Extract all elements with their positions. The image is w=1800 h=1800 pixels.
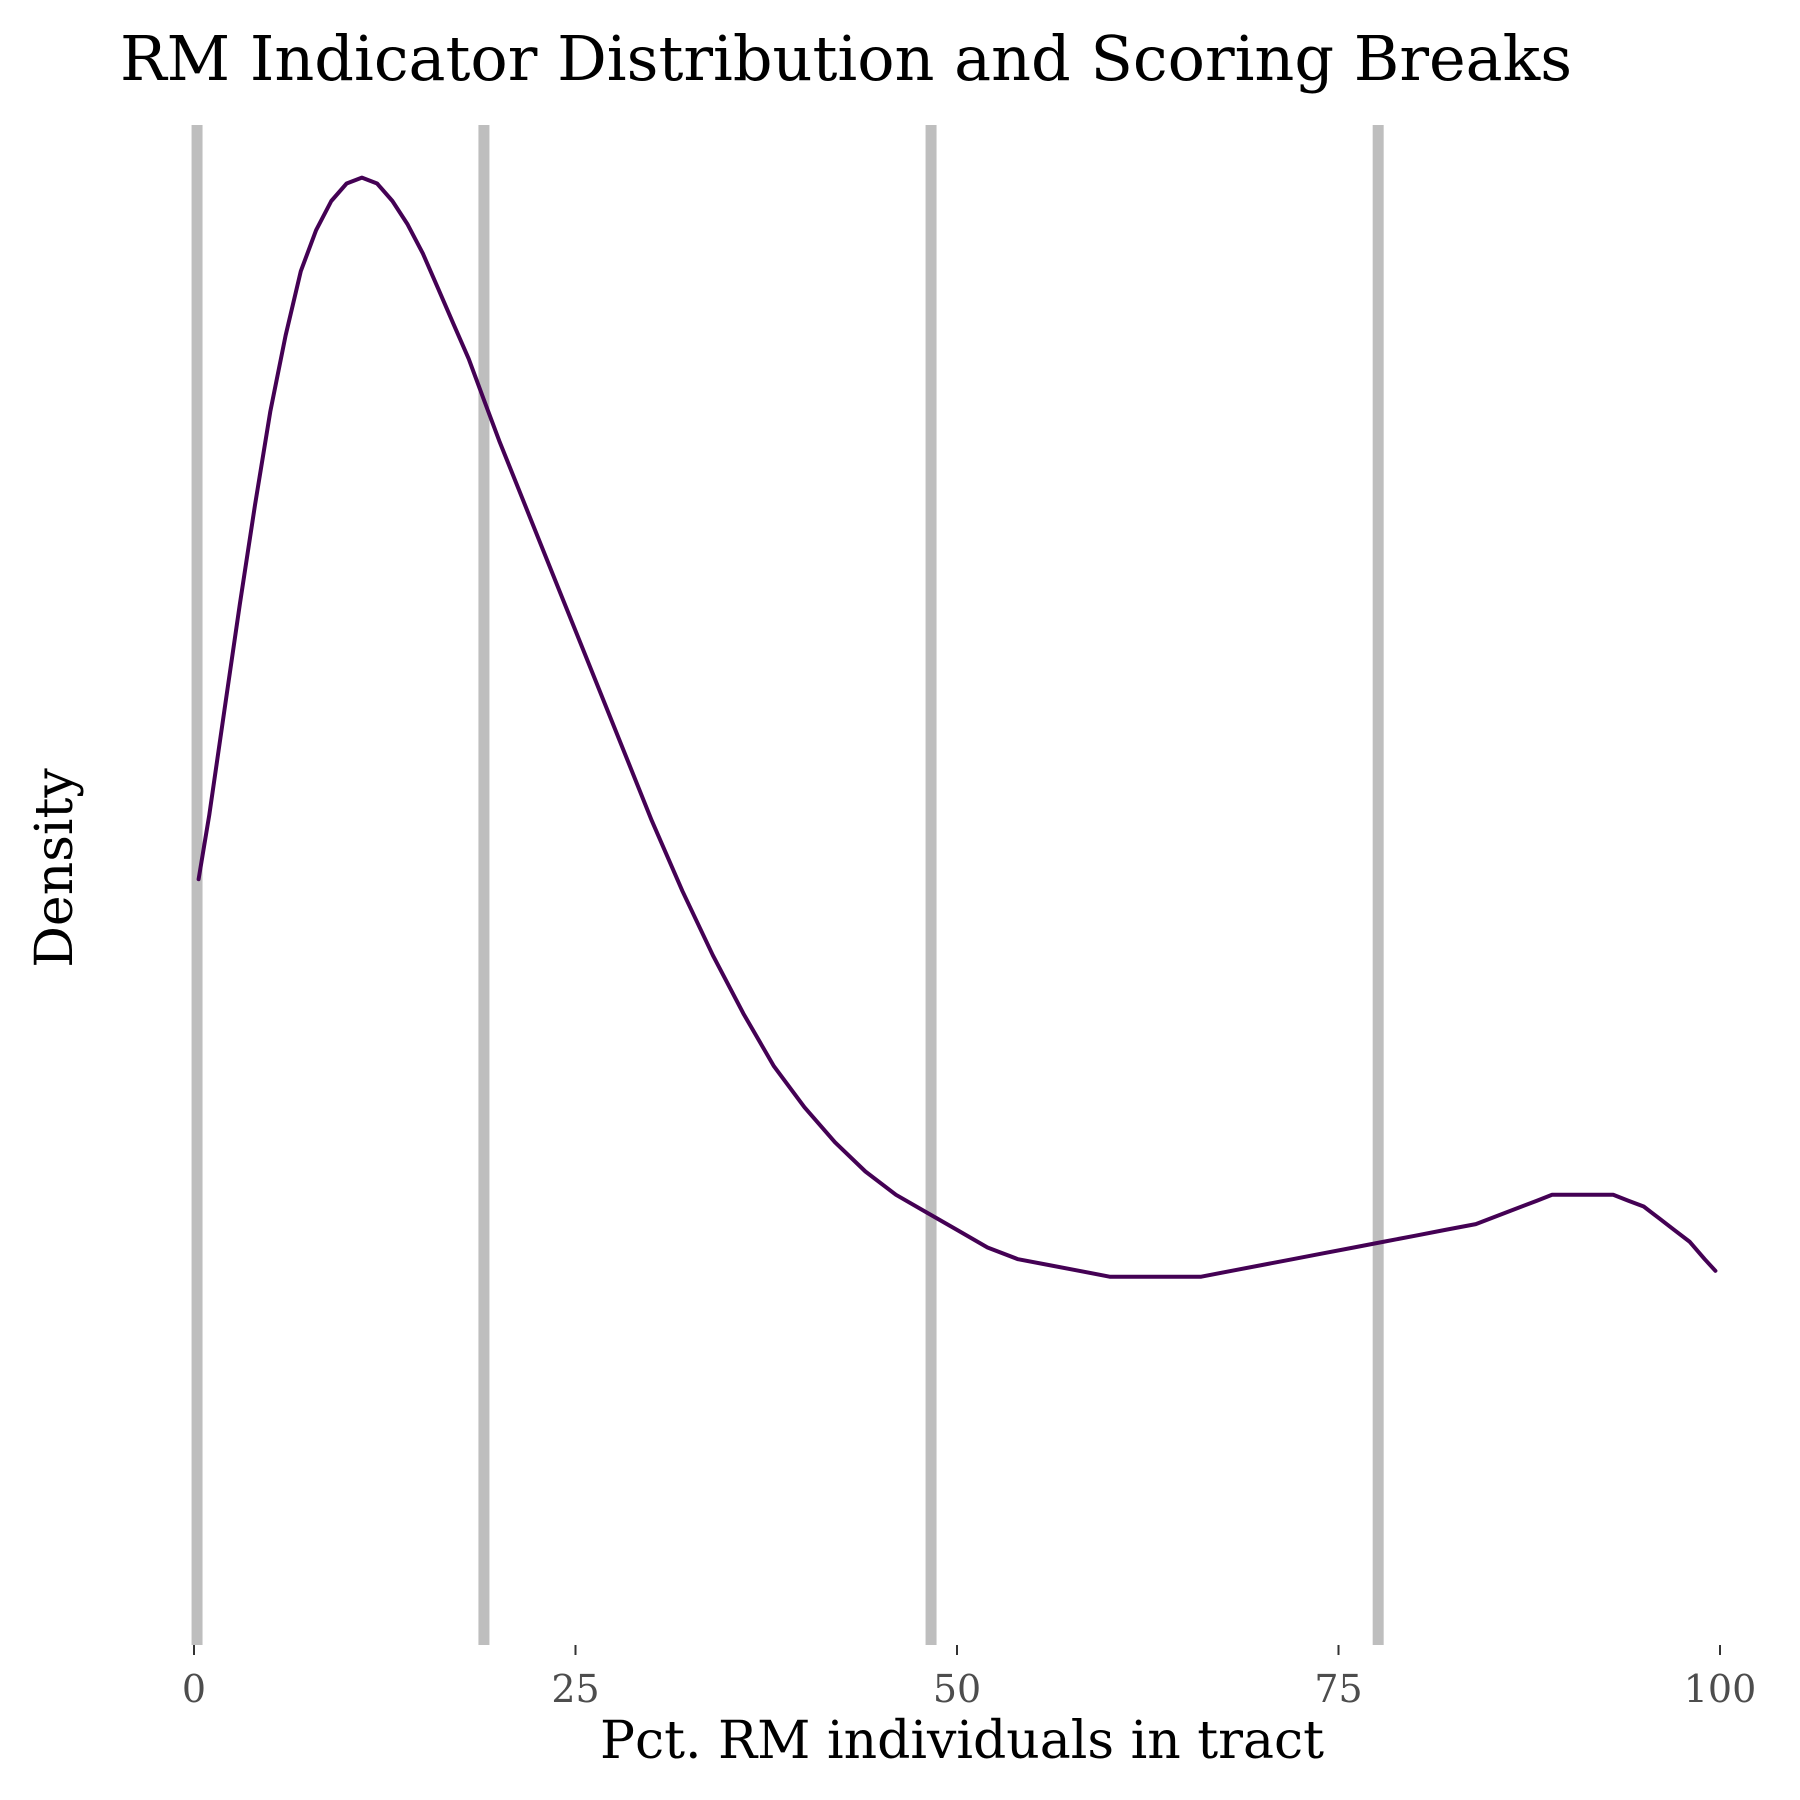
x-axis-ticks	[193, 1645, 1721, 1655]
density-curve	[196, 175, 1718, 1279]
chart-title: RM Indicator Distribution and Scoring Br…	[120, 22, 1572, 95]
x-tick-label-100: 100	[1684, 1667, 1757, 1711]
x-tick-label-75: 75	[1314, 1667, 1362, 1711]
x-tick-label-50: 50	[933, 1667, 981, 1711]
x-axis-title: Pct. RM individuals in tract	[600, 1711, 1324, 1771]
scoring-break-lines	[191, 125, 1384, 1645]
x-axis-tick-labels: 0 25 50 75 100	[182, 1667, 1756, 1711]
x-tick-label-0: 0	[182, 1667, 206, 1711]
x-tick-label-25: 25	[551, 1667, 599, 1711]
y-axis-title: Density	[25, 768, 85, 968]
